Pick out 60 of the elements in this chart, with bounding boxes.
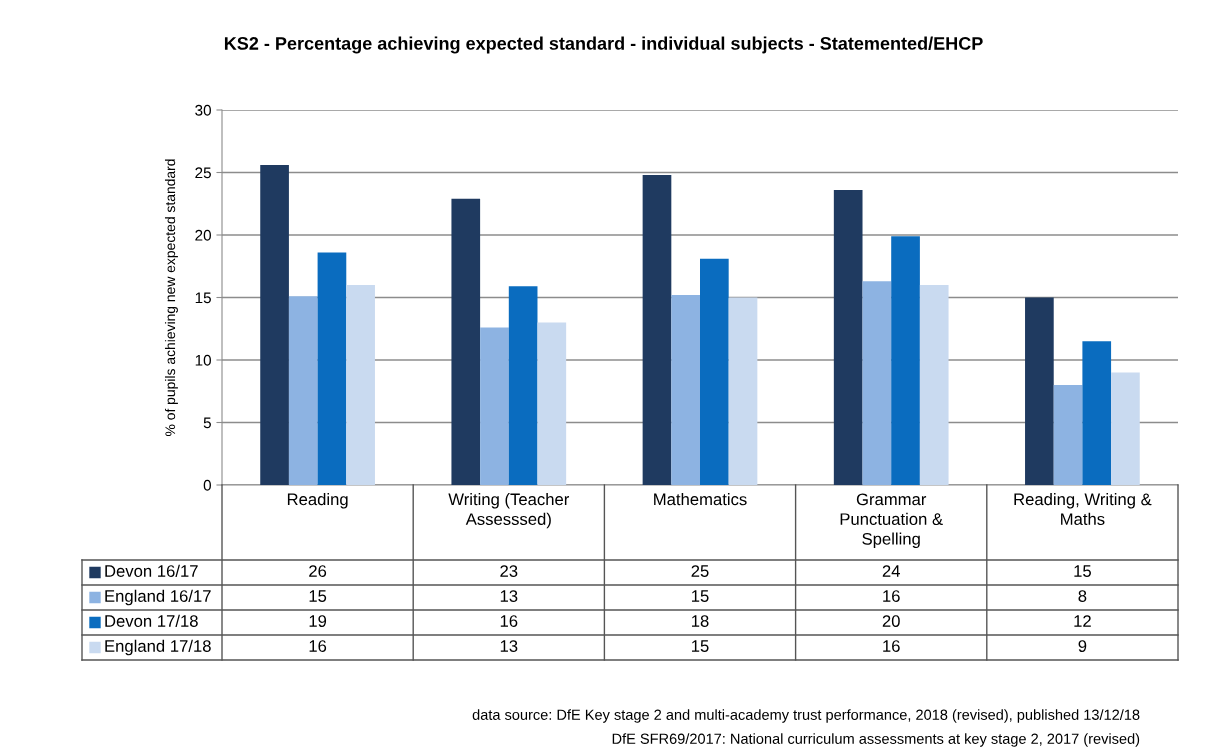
x-tick-label: Writing (Teacher Assesssed)	[448, 493, 570, 529]
source-note: data source: DfE Key stage 2 and multi-academy trust performance, 2018 (revised), published 13/12/18	[472, 709, 1140, 723]
data-label: 23	[500, 565, 518, 577]
data-label: 16	[309, 640, 327, 652]
data-label: 25	[691, 565, 709, 577]
text: DfE SFR69/2017: National curriculum assessments at key stage 2, 2017 (revised)	[612, 733, 1140, 747]
bar	[728, 297, 758, 485]
bar	[862, 281, 892, 485]
bar	[480, 327, 509, 485]
bar	[317, 252, 347, 485]
y-axis-title: % of pupils achieving new expected standard	[164, 159, 178, 436]
data-label: 16	[500, 615, 518, 627]
y-tick-label: 0	[203, 479, 211, 491]
data-label: 9	[1078, 640, 1087, 652]
y-tick-label: 10	[195, 354, 211, 366]
y-tick-label: 15	[195, 292, 211, 304]
y-tick-label: 20	[195, 229, 211, 241]
bar	[671, 295, 700, 485]
data-label: 26	[309, 565, 327, 577]
data-label: 8	[1078, 590, 1087, 602]
bar	[700, 258, 729, 485]
data-label: 13	[500, 640, 518, 652]
bar	[1082, 341, 1112, 485]
bar	[508, 286, 538, 485]
data-label: 19	[309, 615, 327, 627]
bar	[1111, 372, 1140, 485]
data-label: 13	[500, 590, 518, 602]
bar	[919, 285, 949, 485]
data-label: 20	[882, 615, 900, 627]
data-label: 15	[692, 640, 709, 652]
bar	[451, 198, 481, 485]
bar	[260, 165, 289, 485]
y-tick-label: 25	[195, 167, 211, 179]
legend-label: England 16/17	[105, 589, 211, 606]
y-tick-label: 30	[195, 104, 211, 116]
data-label: 15	[692, 590, 709, 602]
x-tick-label: Grammar Punctuation & Spelling	[840, 493, 943, 549]
legend-label: England 17/18	[105, 639, 211, 656]
data-label: 16	[883, 590, 900, 602]
x-tick-label: Reading, Writing & Maths	[1014, 493, 1152, 526]
bar	[891, 236, 920, 485]
bar	[288, 296, 318, 485]
legend-label: Devon 17/18	[105, 614, 198, 627]
y-tick-label: 5	[203, 417, 211, 429]
bar	[642, 175, 672, 485]
data-label: 18	[692, 615, 709, 627]
data-label: 24	[882, 565, 900, 577]
data-label: 12	[1074, 615, 1091, 627]
bar	[346, 285, 375, 485]
bar	[1025, 297, 1054, 485]
data-label: 15	[1074, 565, 1091, 577]
bar	[833, 190, 863, 485]
x-tick-label: Reading	[287, 493, 348, 509]
chart-title: KS2 - Percentage achieving expected standard - individual subjects - Statemented/EHCP	[224, 36, 983, 54]
legend-label: Devon 16/17	[105, 564, 198, 577]
bar	[537, 322, 567, 485]
data-label: 15	[309, 590, 327, 602]
bar	[1053, 385, 1083, 485]
x-tick-label: Mathematics	[654, 493, 747, 506]
data-label: 16	[883, 640, 900, 652]
